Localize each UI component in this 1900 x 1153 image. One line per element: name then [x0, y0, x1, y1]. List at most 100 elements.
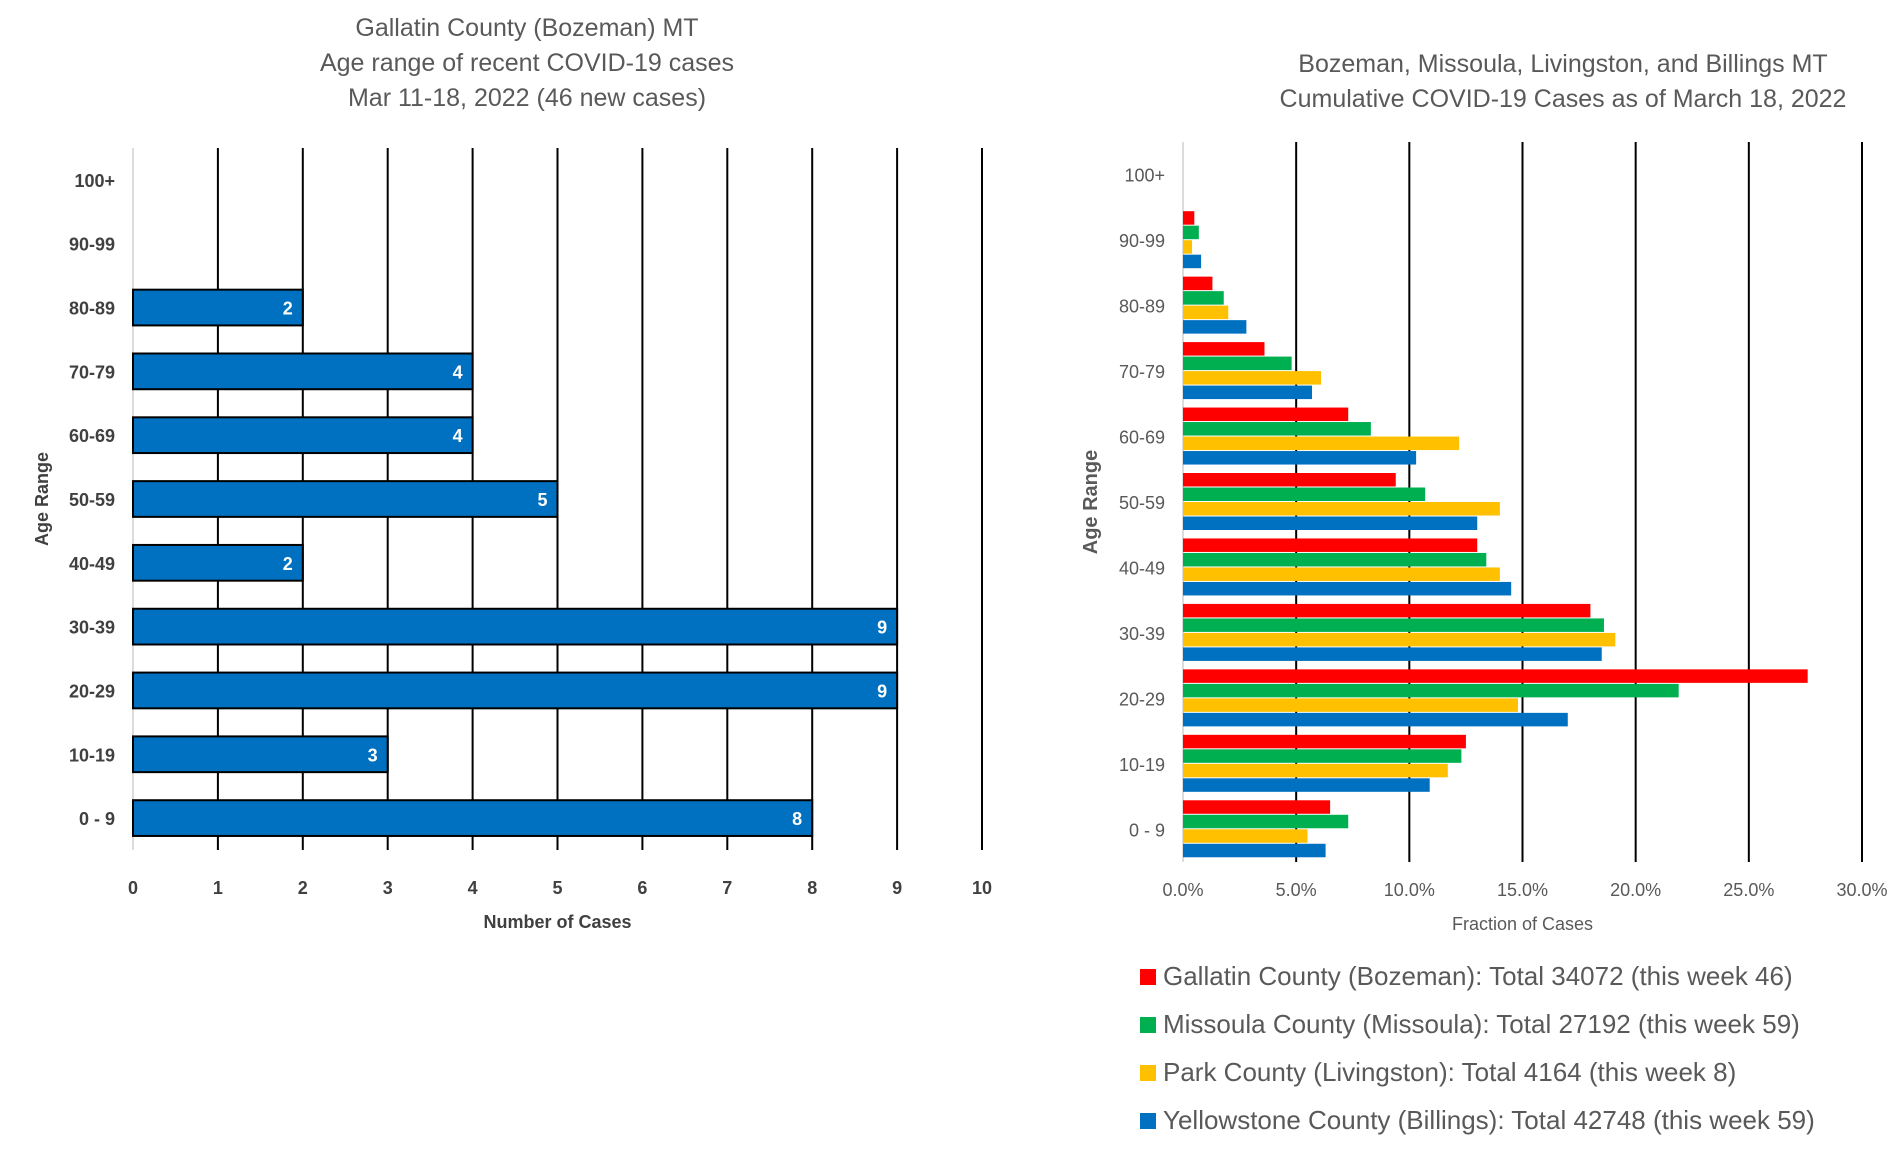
left-x-tick-label: 10 — [972, 878, 992, 898]
right-bar — [1183, 371, 1322, 385]
right-bar — [1183, 567, 1500, 581]
right-bar — [1183, 829, 1308, 843]
left-x-tick-label: 3 — [383, 878, 393, 898]
left-y-tick-label: 30-39 — [69, 618, 115, 638]
left-y-tick-label: 50-59 — [69, 490, 115, 510]
left-data-label: 9 — [877, 681, 887, 701]
right-chart-title-line: Bozeman, Missoula, Livingston, and Billi… — [1298, 50, 1827, 78]
right-y-tick-label: 90-99 — [1119, 231, 1165, 251]
left-data-label: 9 — [877, 618, 887, 638]
right-y-tick-label: 50-59 — [1119, 493, 1165, 513]
left-x-tick-label: 9 — [892, 878, 902, 898]
right-bar — [1183, 552, 1487, 567]
left-data-label: 3 — [368, 745, 378, 765]
right-bar — [1183, 342, 1265, 356]
right-bar — [1183, 291, 1224, 305]
left-data-label: 8 — [792, 809, 802, 829]
left-y-tick-label: 40-49 — [69, 554, 115, 574]
left-y-tick-label: 80-89 — [69, 299, 115, 319]
left-x-tick-label: 0 — [128, 878, 138, 898]
left-bar — [132, 671, 899, 710]
left-x-tick-label: 4 — [468, 878, 478, 898]
right-y-tick-label: 40-49 — [1119, 558, 1165, 578]
right-bar — [1183, 734, 1466, 749]
right-y-tick-label: 100+ — [1124, 166, 1165, 186]
left-bar — [132, 543, 304, 582]
right-x-tick-label: 25.0% — [1723, 880, 1774, 900]
left-data-label: 4 — [453, 362, 463, 382]
right-chart-title-line: Cumulative COVID-19 Cases as of March 18… — [1280, 85, 1847, 113]
right-y-tick-label: 0 - 9 — [1129, 820, 1165, 840]
right-x-tick-label: 5.0% — [1276, 880, 1317, 900]
right-bar — [1183, 843, 1326, 858]
right-bar — [1183, 800, 1331, 814]
left-y-tick-label: 70-79 — [69, 362, 115, 382]
left-bar — [132, 416, 474, 455]
left-data-label: 2 — [283, 299, 293, 319]
right-bar — [1183, 669, 1808, 683]
left-bar — [132, 735, 389, 774]
left-data-label: 2 — [283, 554, 293, 574]
left-x-tick-label: 7 — [722, 878, 732, 898]
left-y-tick-label: 90-99 — [69, 235, 115, 255]
left-chart-title-line: Gallatin County (Bozeman) MT — [355, 14, 698, 42]
right-bar — [1183, 749, 1462, 763]
right-y-tick-label: 20-29 — [1119, 689, 1165, 709]
left-bar — [132, 799, 814, 837]
legend-entry: Missoula County (Missoula): Total 27192 … — [1163, 1009, 1800, 1039]
legend-swatch — [1140, 1017, 1156, 1033]
right-bar — [1183, 698, 1518, 712]
left-bar — [132, 480, 559, 518]
left-y-axis-title: Age Range — [32, 452, 52, 546]
right-y-tick-label: 30-39 — [1119, 624, 1165, 644]
right-bar — [1183, 516, 1478, 530]
right-x-tick-label: 15.0% — [1497, 880, 1548, 900]
right-bar — [1183, 407, 1349, 422]
legend-swatch — [1140, 1065, 1156, 1081]
right-bar — [1183, 618, 1604, 632]
left-x-tick-label: 2 — [298, 878, 308, 898]
right-bar — [1183, 778, 1430, 792]
left-x-tick-label: 1 — [213, 878, 223, 898]
left-y-tick-label: 0 - 9 — [79, 809, 115, 829]
legend-swatch — [1140, 1113, 1156, 1129]
right-bar — [1183, 581, 1512, 596]
left-x-tick-label: 8 — [807, 878, 817, 898]
right-bar — [1183, 538, 1478, 552]
right-bar — [1183, 320, 1247, 334]
right-bar — [1183, 422, 1371, 436]
right-bar — [1183, 487, 1426, 501]
legend-entry: Yellowstone County (Billings): Total 427… — [1163, 1105, 1815, 1135]
right-bar — [1183, 356, 1292, 371]
left-bar — [132, 607, 899, 646]
right-bar — [1183, 814, 1349, 829]
right-bar — [1183, 211, 1195, 225]
right-y-axis-title: Age Range — [1080, 450, 1102, 554]
left-y-tick-label: 10-19 — [69, 745, 115, 765]
right-x-tick-label: 30.0% — [1836, 880, 1887, 900]
right-bar — [1183, 436, 1460, 451]
legend-entry: Park County (Livingston): Total 4164 (th… — [1163, 1057, 1736, 1087]
right-bar — [1183, 647, 1602, 661]
left-chart-title-line: Age range of recent COVID-19 cases — [320, 49, 734, 77]
right-bar — [1183, 712, 1568, 727]
right-bar — [1183, 240, 1193, 254]
right-x-tick-label: 0.0% — [1162, 880, 1203, 900]
left-bar — [132, 352, 474, 391]
right-bar — [1183, 502, 1500, 516]
right-bar — [1183, 451, 1417, 465]
right-bar — [1183, 683, 1679, 698]
right-bar — [1183, 603, 1591, 618]
left-y-tick-label: 20-29 — [69, 681, 115, 701]
right-bar — [1183, 763, 1448, 778]
left-chart-title-line: Mar 11-18, 2022 (46 new cases) — [348, 84, 706, 112]
right-y-tick-label: 60-69 — [1119, 428, 1165, 448]
right-y-tick-label: 10-19 — [1119, 755, 1165, 775]
right-bar — [1183, 254, 1202, 269]
left-data-label: 4 — [453, 426, 463, 446]
right-y-tick-label: 70-79 — [1119, 362, 1165, 382]
left-bar — [132, 288, 304, 327]
left-x-axis-title: Number of Cases — [483, 912, 631, 932]
legend-swatch — [1140, 969, 1156, 985]
